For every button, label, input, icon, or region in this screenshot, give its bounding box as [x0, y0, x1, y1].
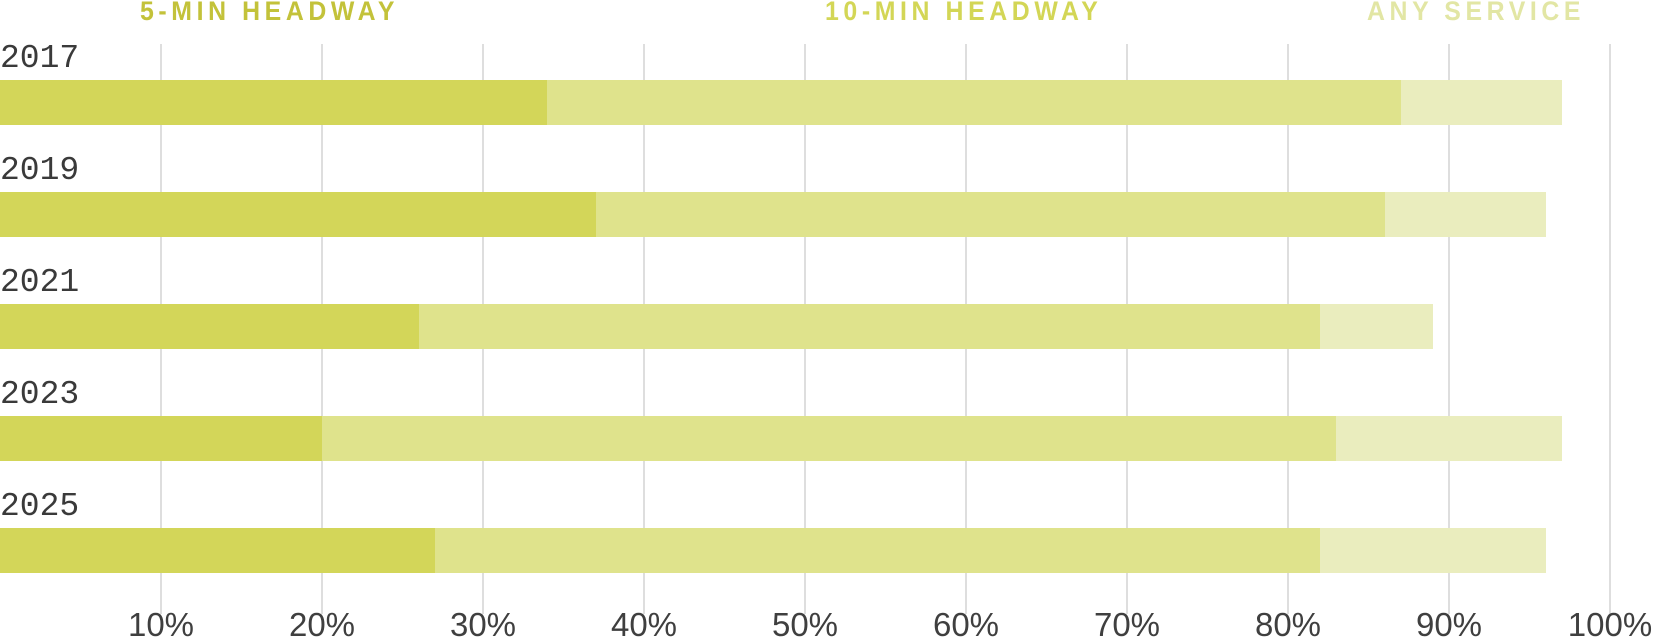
- gridline: [1609, 44, 1611, 614]
- year-label: 2017: [0, 40, 80, 77]
- segment-5-min: [0, 192, 596, 237]
- year-label: 2023: [0, 376, 80, 413]
- segment-5-min: [0, 304, 419, 349]
- x-tick-label: 30%: [449, 606, 517, 643]
- x-tick-label: 50%: [771, 606, 839, 643]
- x-tick-label: 80%: [1254, 606, 1322, 643]
- segment-5-min: [0, 416, 322, 461]
- x-tick-label: 100%: [1567, 606, 1653, 643]
- x-tick-label: 70%: [1093, 606, 1161, 643]
- x-tick-label: 20%: [288, 606, 356, 643]
- year-label: 2019: [0, 152, 80, 189]
- year-label: 2025: [0, 488, 80, 525]
- legend-any-service: ANY SERVICE: [1367, 0, 1586, 26]
- x-tick-label: 90%: [1415, 606, 1483, 643]
- x-tick-label: 40%: [610, 606, 678, 643]
- x-tick-label: 60%: [932, 606, 1000, 643]
- year-label: 2021: [0, 264, 80, 301]
- gridline: [1448, 44, 1450, 614]
- x-tick-label: 10%: [127, 606, 195, 643]
- segment-5-min: [0, 80, 547, 125]
- legend-ten-min: 10-MIN HEADWAY: [825, 0, 1103, 26]
- segment-5-min: [0, 528, 435, 573]
- legend-five-min: 5-MIN HEADWAY: [140, 0, 400, 26]
